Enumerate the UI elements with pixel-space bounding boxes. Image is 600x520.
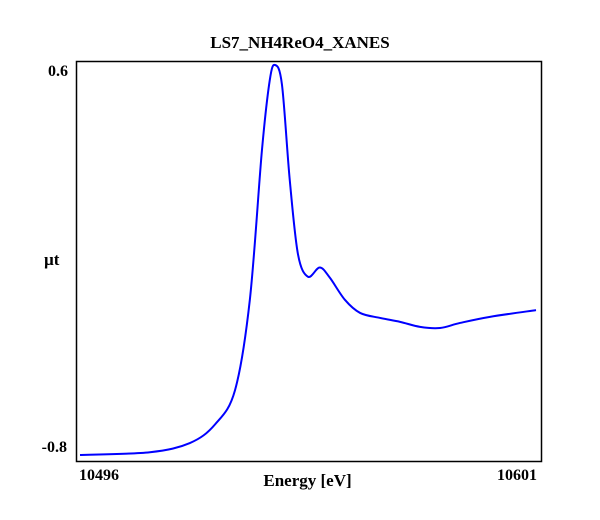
chart-title: LS7_NH4ReO4_XANES — [210, 33, 390, 52]
y-tick-label-min: -0.8 — [41, 439, 67, 456]
series-line — [79, 63, 537, 456]
x-tick-label-max: 10601 — [497, 467, 537, 484]
x-tick-label-min: 10496 — [79, 467, 119, 484]
y-axis-label: µt — [44, 250, 60, 269]
x-axis-label: Energy [eV] — [263, 471, 352, 490]
y-tick-label-max: 0.6 — [48, 63, 68, 80]
plot-frame — [75, 60, 543, 463]
